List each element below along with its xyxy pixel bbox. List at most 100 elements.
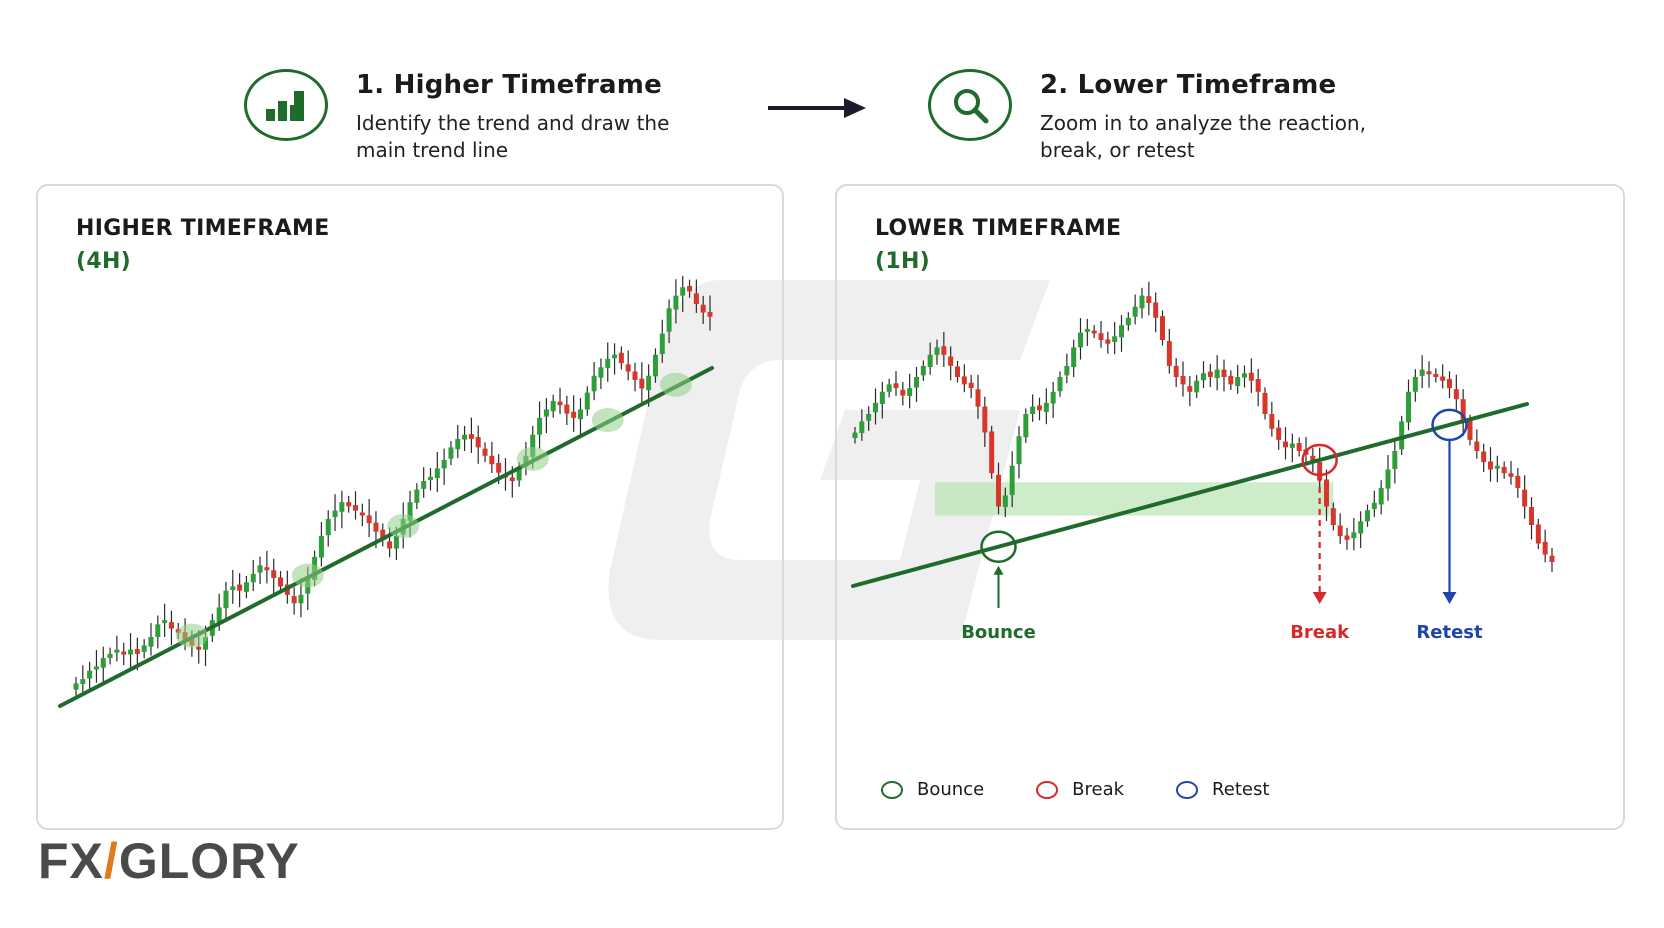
touch-point-marker [387,514,420,539]
candle [934,339,940,365]
chart-title: HIGHER TIMEFRAME [76,216,330,241]
candle [1187,376,1193,407]
candle-body [1337,525,1343,537]
candle [1378,480,1384,515]
candle-body [1180,375,1186,385]
candle [537,401,543,449]
candle-body [346,502,352,507]
higher-timeframe-panel: HIGHER TIMEFRAME (4H) [36,184,784,830]
candle [325,510,331,547]
candle [1433,368,1439,383]
candle [1494,455,1500,483]
candle [223,581,229,620]
candle-body [852,432,858,439]
candle [693,279,699,313]
retest-label: Retest [1416,622,1483,643]
candle [1173,358,1179,387]
candle [380,523,386,547]
candle-body [291,596,297,604]
candle [291,587,297,615]
candle [893,371,899,396]
candle-body [434,468,440,479]
candle-body [1201,373,1206,381]
candle-body [873,402,878,413]
candle [598,358,604,390]
candle [489,441,495,474]
candle-body [1529,507,1534,525]
candle-body [564,404,570,414]
candle-body [707,311,713,317]
chart-subtitle: (1H) [875,249,931,274]
candle-body [496,462,502,473]
candle [1460,389,1466,436]
candle [1228,370,1234,390]
candle-body [468,434,474,439]
candle-body [421,481,427,489]
candle-body [141,645,147,652]
candle-body [1043,402,1049,412]
candle-body [866,414,872,421]
candle [948,346,954,381]
candle-body [920,365,926,376]
touch-point-marker [291,563,324,588]
higher-timeframe-chart [58,275,714,708]
candle-body [128,649,134,655]
candle [996,462,1001,515]
candle [1351,517,1357,551]
candle [359,503,365,527]
candle-body [557,401,563,406]
candle-body [1515,475,1521,488]
touch-point-marker [591,408,624,433]
candle-body [1289,443,1295,448]
candle [1201,361,1206,388]
candle [625,350,631,381]
legend-label: Bounce [917,779,985,800]
candle-body [1105,339,1111,344]
candle [1276,419,1282,450]
candle-body [87,670,93,679]
candle-body [80,679,86,684]
candle-body [1419,369,1425,376]
candle [1030,394,1036,422]
break-arrowhead [1312,592,1327,604]
candle-body [1324,479,1329,507]
candle-body [1214,369,1220,379]
candle [318,521,324,567]
candle [1242,365,1247,388]
candle-body [927,354,933,368]
candle-body [1139,295,1145,309]
candle-body [1098,333,1104,340]
candle-body [900,389,906,396]
candle [1255,369,1261,407]
candle-body [1447,379,1452,389]
candle-body [612,354,618,359]
candle-body [907,388,913,397]
candle [128,633,134,669]
trendline [851,402,1529,588]
magnifier-icon [928,69,1012,141]
candle [278,571,284,593]
candle-body [1269,414,1275,429]
candle-body [618,352,624,364]
candle-body [1030,406,1036,414]
candle [1399,415,1405,455]
candle-body [996,474,1001,507]
candle [1119,315,1124,352]
candle-body [1330,508,1336,525]
candle-body [1467,420,1473,440]
candle [859,409,865,441]
candle [366,498,372,538]
candle-body [666,308,672,332]
candle-body [373,522,379,532]
candle-body [237,584,243,591]
touch-point-marker [516,446,549,471]
candle [700,295,706,324]
candle [387,527,393,558]
candle [900,381,906,406]
step-description: Identify the trend and draw the main tre… [356,111,670,162]
candle [1453,374,1459,412]
candle-body [203,637,209,650]
candle [1289,433,1295,463]
candle-body [1262,392,1268,414]
candle [482,442,488,463]
